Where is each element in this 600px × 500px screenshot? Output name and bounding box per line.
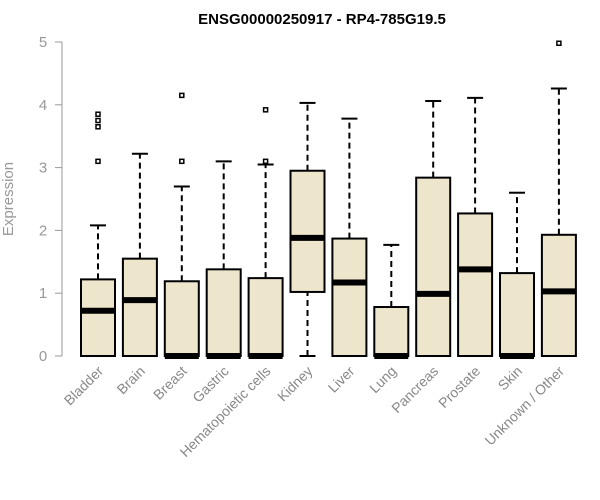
x-tick-label: Unknown / Other (481, 363, 567, 449)
box-gastric (205, 160, 242, 359)
box-series (80, 40, 577, 359)
box-hematopoietic-cells (247, 107, 284, 359)
box-iqr (205, 268, 242, 357)
box-iqr (373, 306, 410, 357)
box-brain (121, 152, 158, 357)
box-lung (373, 243, 410, 359)
box-liver (331, 117, 368, 357)
box-breast (163, 92, 200, 359)
y-tick-label: 4 (39, 97, 47, 114)
outlier-point (556, 40, 562, 47)
y-tick-label: 1 (39, 285, 47, 302)
box-kidney (289, 101, 326, 357)
y-tick-label: 0 (39, 348, 47, 365)
box-pancreas (415, 100, 452, 357)
x-tick-label: Kidney (274, 363, 316, 405)
box-skin (499, 191, 535, 359)
y-tick-label: 3 (39, 160, 47, 177)
box-iqr (499, 272, 535, 358)
y-tick-label: 2 (39, 222, 47, 239)
x-tick-label: Bladder (61, 363, 107, 409)
chart-title: ENSG00000250917 - RP4-785G19.5 (198, 11, 446, 28)
x-tick-label: Skin (495, 363, 526, 394)
x-tick-label: Brain (114, 363, 148, 397)
y-tick-label: 5 (39, 34, 47, 51)
x-tick-label: Liver (325, 363, 358, 396)
box-iqr (163, 280, 200, 358)
outlier-point (262, 158, 269, 165)
outlier-point (95, 158, 101, 165)
box-bladder (80, 111, 116, 357)
box-iqr (289, 169, 326, 293)
outlier-point (95, 117, 101, 124)
x-tick-label: Prostate (435, 363, 483, 411)
x-tick-label: Pancreas (388, 363, 441, 416)
x-tick-label: Breast (150, 363, 190, 403)
outlier-point (95, 111, 101, 117)
y-axis-label: Expression (0, 162, 17, 236)
box-prostate (457, 96, 494, 357)
box-iqr (80, 278, 116, 357)
outlier-point (179, 92, 185, 99)
box-iqr (457, 212, 494, 357)
box-iqr (540, 233, 577, 358)
y-axis-ticks: 0 1 2 3 4 5 (39, 34, 62, 365)
box-iqr (415, 176, 452, 357)
outlier-point (95, 124, 101, 130)
outlier-point (262, 107, 269, 113)
x-tick-label: Lung (366, 363, 399, 396)
box-iqr (121, 257, 158, 357)
box-unknown-other (540, 40, 577, 358)
box-iqr (331, 237, 368, 357)
box-iqr (247, 277, 284, 357)
outlier-point (179, 158, 185, 165)
